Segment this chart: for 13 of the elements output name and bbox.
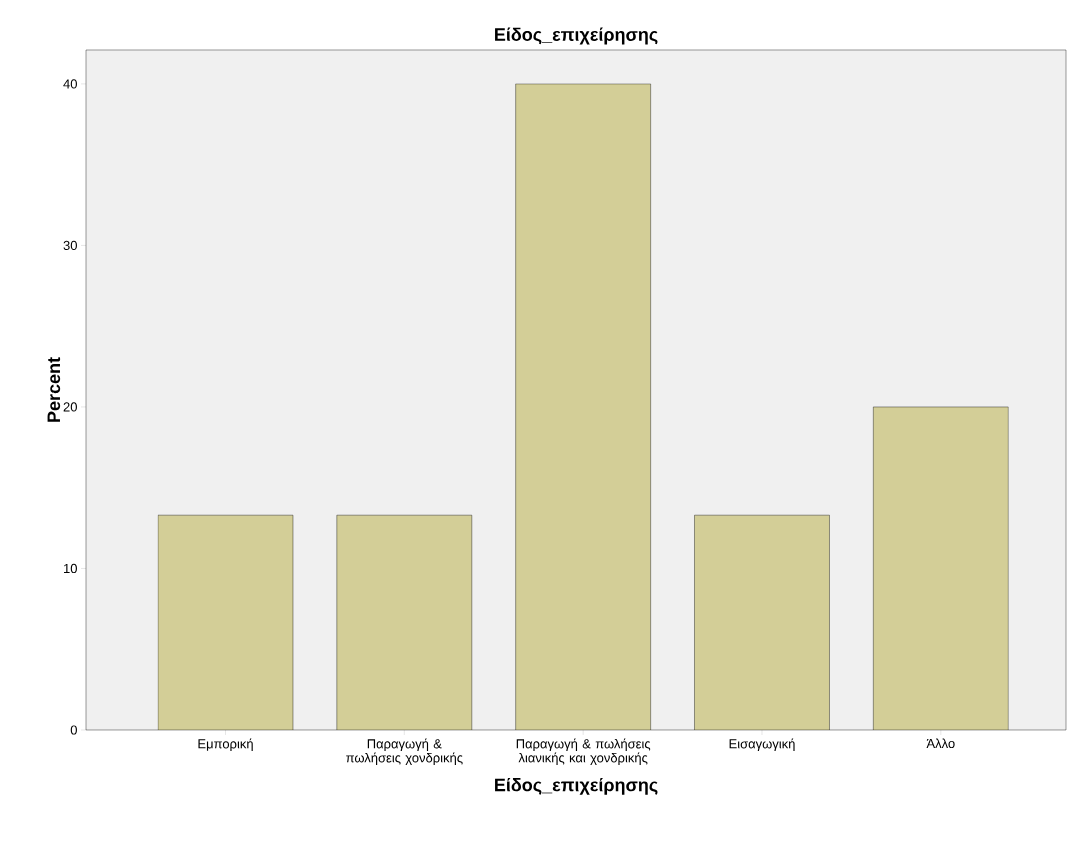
y-tick-label: 20 [63,402,77,412]
y-tick-label: 10 [64,563,77,574]
y-tick-label: 30 [63,240,77,251]
y-tick-label: 40 [63,79,77,89]
x-tick-label: Εμπορική [198,738,253,752]
y-axis-title: Percent [47,357,61,422]
x-tick-label: Παραγωγή & πωλήσεις χονδρικής [346,738,463,766]
x-tick-label: Άλλο [926,738,955,749]
x-tick-label: Παραγωγή & πωλήσεις λιανικής και χονδρικής [516,738,651,766]
y-tick-label: 0 [70,725,77,735]
x-tick-label: Εισαγωγική [729,738,795,752]
x-axis-title: Είδος_επιχείρησης [495,777,658,795]
chart-title: Είδος_επιχείρησης [495,27,658,45]
